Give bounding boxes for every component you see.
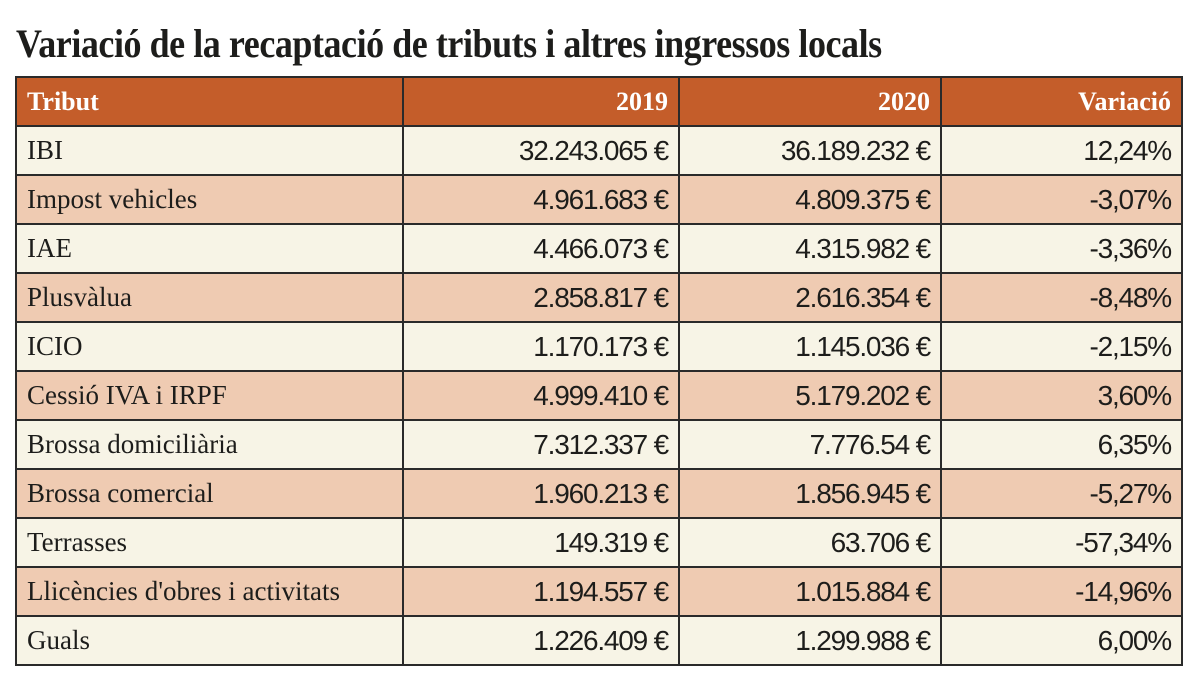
- variation-cell: 3,60%: [940, 370, 1183, 421]
- variation-cell: -57,34%: [940, 517, 1183, 568]
- table-row: ICIO 1.170.173 €1.145.036 € -2,15%: [15, 321, 1183, 372]
- variation-cell: 12,24%: [940, 125, 1183, 176]
- value-2020-cell: 63.706 €: [678, 517, 942, 568]
- tribut-cell: Plusvàlua: [15, 272, 404, 323]
- table-row: Cessió IVA i IRPF 4.999.410 €5.179.202 €3…: [15, 370, 1183, 421]
- tribut-cell: Llicències d'obres i activitats: [15, 566, 404, 617]
- value-2019-cell: 7.312.337 €: [402, 419, 680, 470]
- variation-cell: -8,48%: [940, 272, 1183, 323]
- tribut-cell: ICIO: [15, 321, 404, 372]
- value-2019-cell: 1.960.213 €: [402, 468, 680, 519]
- tribut-cell: Terrasses: [15, 517, 404, 568]
- value-2020-cell: 2.616.354 €: [678, 272, 942, 323]
- value-2019-cell: 32.243.065 €: [402, 125, 680, 176]
- value-2019-cell: 149.319 €: [402, 517, 680, 568]
- value-2019-cell: 1.226.409 €: [402, 615, 680, 666]
- variation-cell: -2,15%: [940, 321, 1183, 372]
- tribut-cell: IAE: [15, 223, 404, 274]
- tribut-cell: Brossa domiciliària: [15, 419, 404, 470]
- table-row: Brossa domiciliària 7.312.337 €7.776.54 €…: [15, 419, 1183, 470]
- column-header: Tribut: [15, 76, 404, 127]
- table-row: Llicències d'obres i activitats 1.194.557…: [15, 566, 1183, 617]
- value-2019-cell: 2.858.817 €: [402, 272, 680, 323]
- variation-cell: -3,07%: [940, 174, 1183, 225]
- value-2020-cell: 1.856.945 €: [678, 468, 942, 519]
- header-row: Tribut 2019 2020 Variació: [15, 76, 1183, 127]
- table-row: Terrasses 149.319 €63.706 € -57,34%: [15, 517, 1183, 568]
- variation-cell: -14,96%: [940, 566, 1183, 617]
- column-header: 2019: [402, 76, 680, 127]
- variation-cell: -3,36%: [940, 223, 1183, 274]
- value-2019-cell: 1.194.557 €: [402, 566, 680, 617]
- tribut-cell: Brossa comercial: [15, 468, 404, 519]
- variation-cell: -5,27%: [940, 468, 1183, 519]
- variation-cell: 6,35%: [940, 419, 1183, 470]
- value-2019-cell: 1.170.173 €: [402, 321, 680, 372]
- value-2020-cell: 5.179.202 €: [678, 370, 942, 421]
- table-row: IBI 32.243.065 €36.189.232 €12,24%: [15, 125, 1183, 176]
- value-2020-cell: 1.145.036 €: [678, 321, 942, 372]
- tribut-cell: Guals: [15, 615, 404, 666]
- table-row: Impost vehicles 4.961.683 €4.809.375 € -3,…: [15, 174, 1183, 225]
- value-2019-cell: 4.961.683 €: [402, 174, 680, 225]
- value-2020-cell: 36.189.232 €: [678, 125, 942, 176]
- value-2019-cell: 4.466.073 €: [402, 223, 680, 274]
- value-2019-cell: 4.999.410 €: [402, 370, 680, 421]
- table-row: Brossa comercial 1.960.213 €1.856.945 € -5…: [15, 468, 1183, 519]
- value-2020-cell: 7.776.54 €: [678, 419, 942, 470]
- variation-cell: 6,00%: [940, 615, 1183, 666]
- tribut-cell: Cessió IVA i IRPF: [15, 370, 404, 421]
- tribut-cell: Impost vehicles: [15, 174, 404, 225]
- value-2020-cell: 4.315.982 €: [678, 223, 942, 274]
- table-title: Variació de la recaptació de tributs i a…: [16, 21, 882, 66]
- column-header: 2020: [678, 76, 942, 127]
- table-row: IAE 4.466.073 €4.315.982 € -3,36%: [15, 223, 1183, 274]
- tribut-cell: IBI: [15, 125, 404, 176]
- value-2020-cell: 1.299.988 €: [678, 615, 942, 666]
- table-row: Guals 1.226.409 €1.299.988 €6,00%: [15, 615, 1183, 666]
- value-2020-cell: 4.809.375 €: [678, 174, 942, 225]
- table-row: Plusvàlua 2.858.817 €2.616.354 € -8,48%: [15, 272, 1183, 323]
- value-2020-cell: 1.015.884 €: [678, 566, 942, 617]
- revenue-table: Tribut 2019 2020 Variació IBI 32.243.065 €36…: [15, 76, 1183, 666]
- column-header: Variació: [940, 76, 1183, 127]
